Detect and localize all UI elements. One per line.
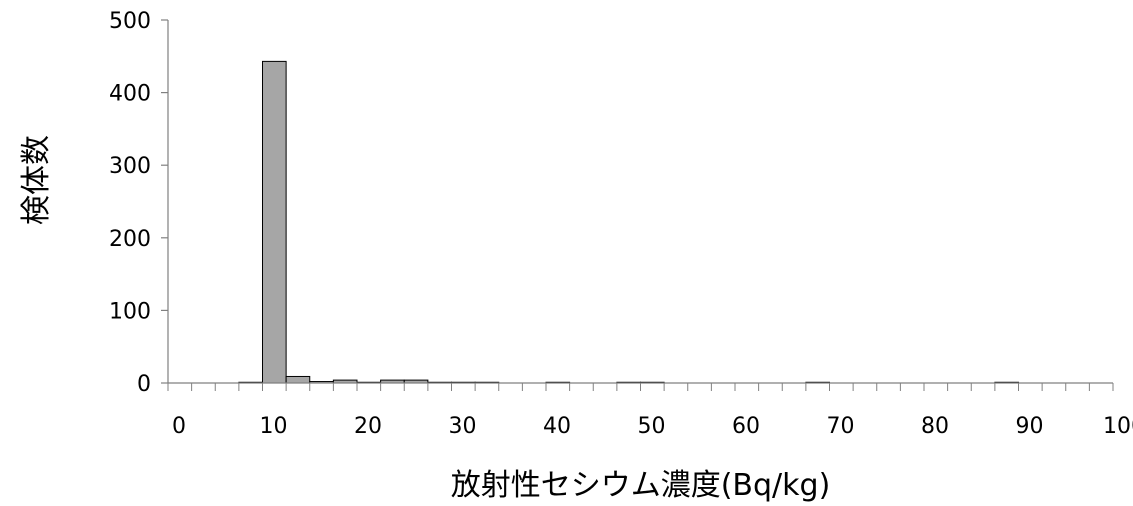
x-tick-label: 20 <box>354 414 382 439</box>
histogram-bars <box>238 60 1019 384</box>
x-tick-label: 30 <box>449 414 477 439</box>
x-tick-label: 70 <box>827 414 855 439</box>
histogram-bar <box>262 60 287 384</box>
y-tick-label: 200 <box>109 227 151 252</box>
x-tick-label: 60 <box>732 414 760 439</box>
x-tick-label: 50 <box>638 414 666 439</box>
y-tick-label: 100 <box>109 299 151 324</box>
y-axis: 0 100 200 300 400 500 <box>109 9 169 397</box>
x-tick-label: 90 <box>1016 414 1044 439</box>
x-axis-title: 放射性セシウム濃度(Bq/kg) <box>451 468 831 503</box>
y-tick-label: 300 <box>109 154 151 179</box>
histogram-bar <box>285 375 311 384</box>
x-axis: 0 10 20 30 40 50 60 70 80 90 100 <box>167 382 1133 439</box>
x-tick-label: 0 <box>172 414 186 439</box>
x-tick-label: 10 <box>260 414 288 439</box>
y-tick-label: 400 <box>109 82 151 107</box>
x-tick-label: 80 <box>921 414 949 439</box>
y-tick-label: 500 <box>109 9 151 34</box>
y-tick-label: 0 <box>137 372 151 397</box>
y-axis-title: 検体数 <box>19 135 54 225</box>
x-tick-label: 100 <box>1103 414 1133 439</box>
x-tick-label: 40 <box>543 414 571 439</box>
